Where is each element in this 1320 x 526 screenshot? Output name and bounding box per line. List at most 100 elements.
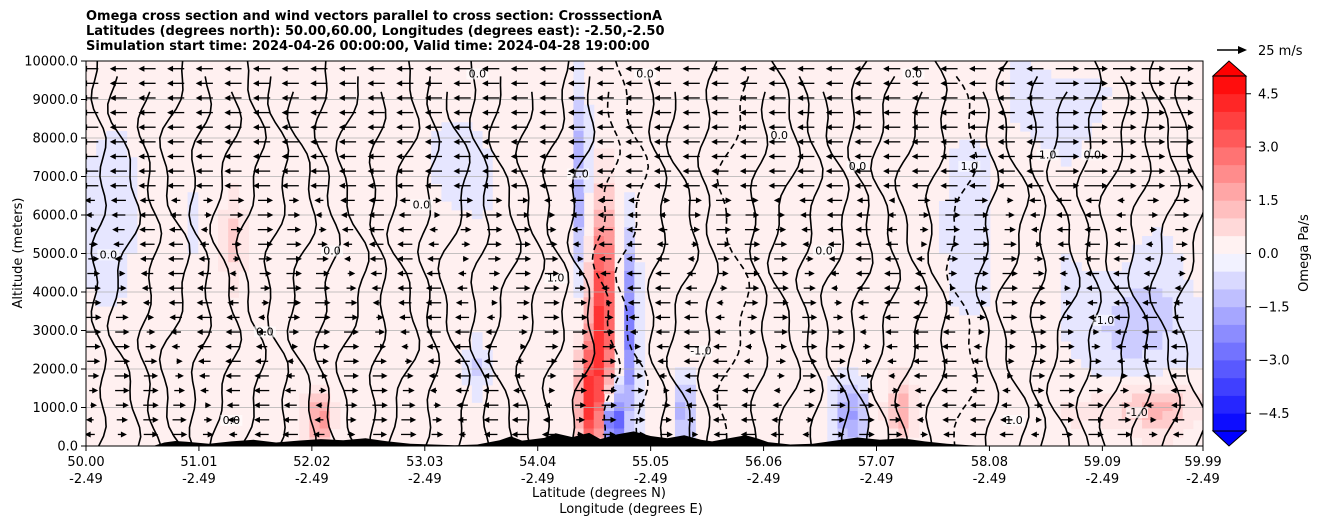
contour-label-bg xyxy=(1003,414,1026,426)
contour-label: 0.0 xyxy=(469,67,487,80)
omega-cell xyxy=(1070,139,1082,150)
wind-vector-head xyxy=(1073,124,1080,131)
omega-cell xyxy=(685,428,696,438)
wind-vector-head xyxy=(396,124,403,131)
wind-vector-head xyxy=(1187,168,1194,175)
wind-vector-head xyxy=(152,431,159,438)
wind-vector-head xyxy=(321,372,328,379)
wind-vector-head xyxy=(941,372,948,379)
omega-cell xyxy=(1111,306,1123,316)
omega-cell xyxy=(959,279,971,290)
omega-cell xyxy=(674,419,686,430)
omega-cell xyxy=(228,288,239,298)
wind-vector-head xyxy=(802,431,809,438)
wind-vector-head xyxy=(1141,314,1148,321)
wind-vector-head xyxy=(225,372,232,379)
omega-cell xyxy=(949,157,960,167)
wind-vector-head xyxy=(238,197,245,204)
wind-vector-head xyxy=(683,343,690,350)
wind-vector-head xyxy=(1056,212,1063,218)
omega-cell xyxy=(1070,113,1082,123)
omega-cell xyxy=(471,201,483,211)
wind-vector-head xyxy=(539,94,546,101)
omega-cell xyxy=(603,192,615,202)
wind-vector-head xyxy=(854,182,861,189)
omega-cell xyxy=(1111,349,1123,360)
wind-vector-head xyxy=(768,182,775,189)
wind-vector-head xyxy=(941,387,948,394)
wind-vector-head xyxy=(109,94,116,101)
wind-vector-head xyxy=(653,80,660,87)
wind-vector-head xyxy=(911,182,918,189)
wind-vector-head xyxy=(138,94,145,101)
wind-vector-head xyxy=(739,109,746,116)
wind-vector-head xyxy=(314,197,321,204)
wind-vector-head xyxy=(1159,138,1166,145)
omega-cell xyxy=(573,183,585,193)
wind-vector-head xyxy=(113,241,120,248)
wind-vector-head xyxy=(1007,372,1014,379)
omega-cell xyxy=(1192,349,1203,360)
wind-vector-head xyxy=(913,299,920,306)
wind-vector-head xyxy=(1159,65,1166,72)
contour-label: 0.0 xyxy=(770,129,788,142)
wind-vector-head xyxy=(1026,153,1033,160)
omega-cell xyxy=(461,148,473,158)
wind-vector-head xyxy=(596,94,603,101)
wind-vector-head xyxy=(1153,197,1160,204)
colorbar-band xyxy=(1213,342,1246,361)
x-axis-label-latitude: Latitude (degrees N) xyxy=(532,486,666,501)
omega-cell xyxy=(979,174,991,185)
wind-vector-head xyxy=(369,255,376,262)
wind-vector-head xyxy=(596,153,603,160)
wind-vector-head xyxy=(436,416,443,423)
omega-cell xyxy=(238,244,250,255)
wind-vector-head xyxy=(253,402,260,409)
omega-cell xyxy=(593,428,605,438)
wind-vector-head xyxy=(625,153,632,160)
wind-vector-head xyxy=(773,197,780,204)
omega-cell xyxy=(583,148,595,158)
omega-cell xyxy=(603,244,615,255)
wind-vector-head xyxy=(571,226,578,233)
wind-vector-head xyxy=(169,314,176,321)
wind-vector-head xyxy=(797,124,804,131)
wind-vector-head xyxy=(597,212,604,218)
wind-vector-head xyxy=(281,182,288,189)
wind-vector-head xyxy=(711,182,718,189)
wind-vector-head xyxy=(582,329,589,336)
wind-vector-head xyxy=(778,372,785,379)
omega-cell xyxy=(614,393,625,403)
omega-cell xyxy=(603,332,615,342)
wind-vector-head xyxy=(1097,416,1104,423)
omega-cell xyxy=(187,201,199,211)
wind-vector-head xyxy=(539,124,546,131)
wind-vector-head xyxy=(310,65,317,72)
omega-cell xyxy=(593,262,605,272)
wind-vector-head xyxy=(600,270,607,277)
wind-vector-head xyxy=(883,109,890,116)
omega-cell xyxy=(583,262,595,272)
wind-vector-head xyxy=(426,329,433,336)
wind-vector-head xyxy=(685,402,692,409)
colorbar-band xyxy=(1213,306,1246,325)
wind-vector-head xyxy=(176,358,183,365)
wind-vector-head xyxy=(773,387,780,394)
omega-cell xyxy=(1010,104,1021,115)
wind-vector-head xyxy=(911,153,918,160)
wind-vector-head xyxy=(195,109,202,116)
omega-cell xyxy=(898,393,910,403)
wind-vector-head xyxy=(915,270,922,277)
wind-vector-head xyxy=(1113,314,1120,321)
wind-vector-head xyxy=(695,212,702,218)
omega-cell xyxy=(218,244,229,255)
omega-cell xyxy=(116,201,128,211)
omega-cell xyxy=(938,227,950,237)
wind-vector-head xyxy=(486,314,493,321)
omega-cell xyxy=(1152,253,1163,263)
contour-line xyxy=(614,61,650,446)
omega-cell xyxy=(116,131,128,141)
wind-vector-head xyxy=(954,226,961,233)
wind-vector-head xyxy=(510,109,517,116)
wind-vector-head xyxy=(827,226,834,233)
